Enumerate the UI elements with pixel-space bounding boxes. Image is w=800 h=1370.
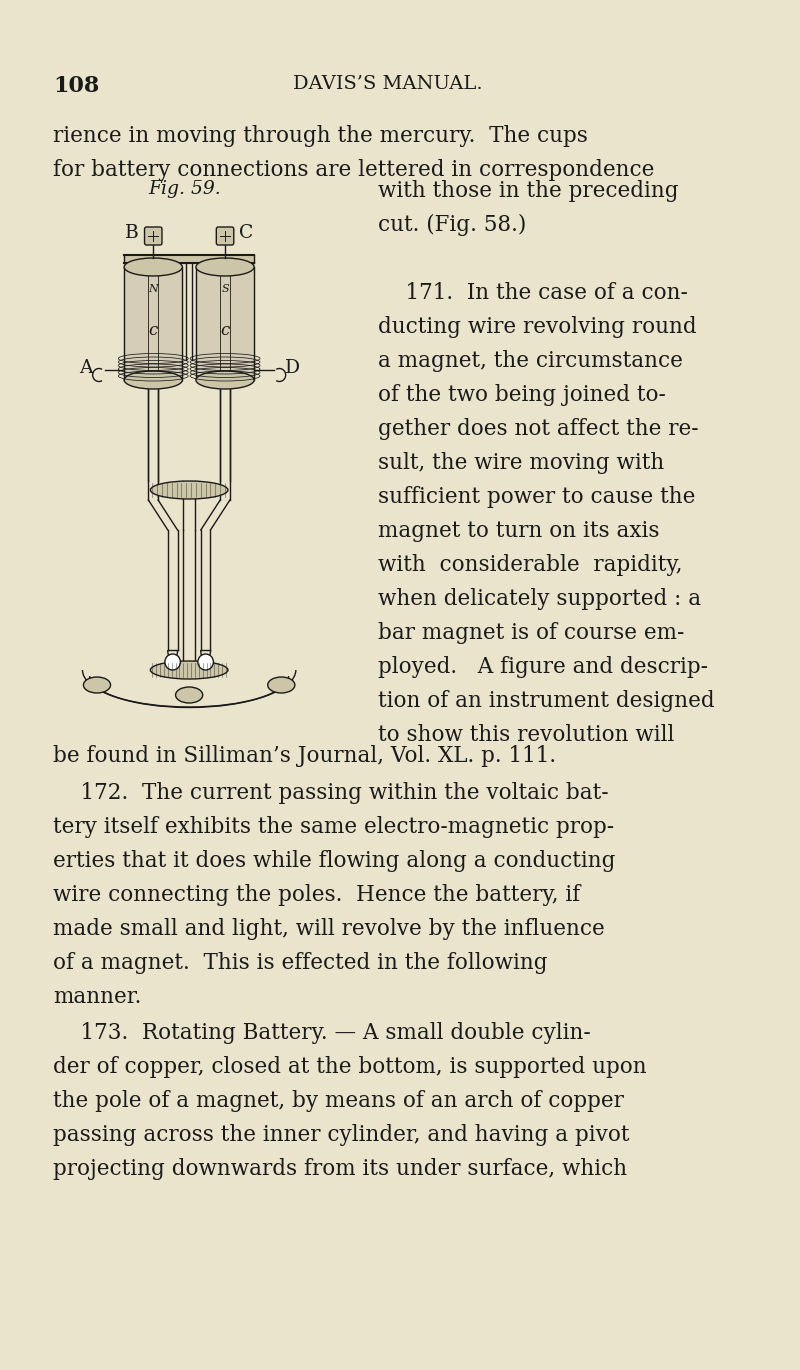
Ellipse shape	[150, 660, 228, 680]
Text: 173.  Rotating Battery. — A small double cylin-: 173. Rotating Battery. — A small double …	[54, 1022, 591, 1044]
Text: with  considerable  rapidity,: with considerable rapidity,	[378, 553, 682, 575]
Text: for battery connections are lettered in correspondence: for battery connections are lettered in …	[54, 159, 654, 181]
Text: c: c	[149, 322, 158, 338]
FancyBboxPatch shape	[145, 227, 162, 245]
Text: of the two being joined to-: of the two being joined to-	[378, 384, 666, 406]
Text: gether does not affect the re-: gether does not affect the re-	[378, 418, 699, 440]
Ellipse shape	[268, 677, 295, 693]
Text: when delicately supported : a: when delicately supported : a	[378, 588, 702, 610]
Text: rience in moving through the mercury.  The cups: rience in moving through the mercury. Th…	[54, 125, 588, 147]
Text: 108: 108	[54, 75, 100, 97]
Text: passing across the inner cylinder, and having a pivot: passing across the inner cylinder, and h…	[54, 1123, 630, 1145]
Ellipse shape	[83, 677, 110, 693]
Text: c: c	[221, 322, 230, 338]
Text: cut. (Fig. 58.): cut. (Fig. 58.)	[378, 214, 526, 236]
Text: der of copper, closed at the bottom, is supported upon: der of copper, closed at the bottom, is …	[54, 1056, 647, 1078]
Text: magnet to turn on its axis: magnet to turn on its axis	[378, 521, 660, 543]
Text: projecting downwards from its under surface, which: projecting downwards from its under surf…	[54, 1158, 627, 1180]
Text: of a magnet.  This is effected in the following: of a magnet. This is effected in the fol…	[54, 952, 548, 974]
Text: B: B	[125, 225, 138, 242]
Text: sufficient power to cause the: sufficient power to cause the	[378, 486, 696, 508]
Text: a magnet, the circumstance: a magnet, the circumstance	[378, 349, 683, 373]
Ellipse shape	[124, 258, 182, 275]
Text: ployed.   A figure and descrip-: ployed. A figure and descrip-	[378, 656, 708, 678]
Text: A: A	[78, 359, 92, 377]
Ellipse shape	[175, 686, 202, 703]
Text: S: S	[222, 284, 229, 295]
Text: Fig. 59.: Fig. 59.	[148, 179, 221, 199]
Circle shape	[198, 653, 214, 670]
Text: with those in the preceding: with those in the preceding	[378, 179, 679, 201]
Text: DAVIS’S MANUAL.: DAVIS’S MANUAL.	[293, 75, 483, 93]
Text: wire connecting the poles.  Hence the battery, if: wire connecting the poles. Hence the bat…	[54, 884, 581, 906]
Text: 171.  In the case of a con-: 171. In the case of a con-	[378, 282, 688, 304]
Text: the pole of a magnet, by means of an arch of copper: the pole of a magnet, by means of an arc…	[54, 1091, 624, 1112]
Ellipse shape	[196, 371, 254, 389]
Text: sult, the wire moving with: sult, the wire moving with	[378, 452, 665, 474]
Text: N: N	[148, 284, 158, 295]
Ellipse shape	[124, 371, 182, 389]
Text: be found in Silliman’s Journal, Vol. XL. p. 111.: be found in Silliman’s Journal, Vol. XL.…	[54, 745, 557, 767]
Text: ducting wire revolving round: ducting wire revolving round	[378, 316, 697, 338]
Text: tion of an instrument designed: tion of an instrument designed	[378, 690, 715, 712]
Ellipse shape	[196, 258, 254, 275]
Text: 172.  The current passing within the voltaic bat-: 172. The current passing within the volt…	[54, 782, 609, 804]
FancyBboxPatch shape	[216, 227, 234, 245]
Text: D: D	[286, 359, 301, 377]
Text: manner.: manner.	[54, 986, 142, 1008]
Text: erties that it does while flowing along a conducting: erties that it does while flowing along …	[54, 849, 616, 871]
Circle shape	[165, 653, 181, 670]
Text: tery itself exhibits the same electro-magnetic prop-: tery itself exhibits the same electro-ma…	[54, 817, 614, 838]
Text: bar magnet is of course em-: bar magnet is of course em-	[378, 622, 685, 644]
Ellipse shape	[150, 481, 228, 499]
Text: made small and light, will revolve by the influence: made small and light, will revolve by th…	[54, 918, 605, 940]
Text: to show this revolution will: to show this revolution will	[378, 723, 674, 747]
Text: C: C	[239, 225, 254, 242]
